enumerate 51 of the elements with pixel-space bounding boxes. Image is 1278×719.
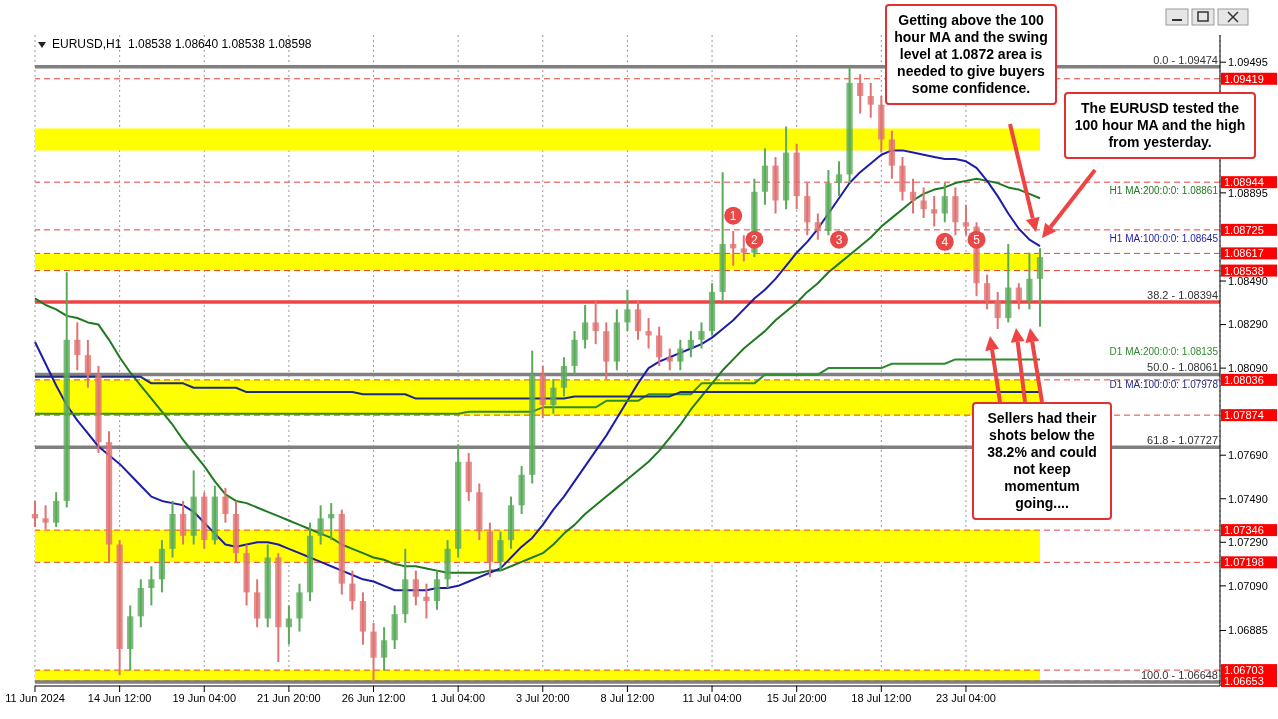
- annotation: Sellers had their shots below the 38.2% and could not keep momentum going....: [972, 402, 1112, 520]
- annotation: 3: [835, 232, 843, 247]
- text: H1 MA:100:0:0: 1.08645: [1109, 233, 1219, 245]
- ref-line-label: 1.06703: [1224, 664, 1264, 677]
- annotation: Getting above the 100 hour MA and the swing level at 1.0872 area is needed to give buyers some confidence.: [885, 4, 1057, 105]
- y-tick-label: 1.08090: [1228, 362, 1268, 375]
- annotation: 0.0 - 1.09474: [1153, 53, 1218, 66]
- y-tick-label: 1.07290: [1228, 536, 1268, 549]
- y-tick-label: 1.08290: [1228, 318, 1268, 331]
- ref-line-label: 1.08725: [1224, 223, 1264, 236]
- y-tick-label: 1.06885: [1228, 624, 1268, 637]
- ref-line-label: 1.08036: [1224, 373, 1264, 386]
- annotation: 50.0 - 1.08061: [1147, 361, 1218, 374]
- chart-title: EURUSD,H1 1.08538 1.08640 1.08538 1.08598: [52, 37, 312, 51]
- text: D1 MA:100:0:0: 1.07978: [1109, 379, 1219, 391]
- y-tick-label: 1.08895: [1228, 186, 1268, 199]
- annotation: 4: [941, 234, 949, 249]
- annotation: 2: [751, 232, 759, 247]
- text: H1 MA:200:0:0: 1.08861: [1109, 185, 1219, 197]
- ref-line-label: 1.07346: [1224, 524, 1264, 537]
- y-tick-label: 1.07090: [1228, 579, 1268, 592]
- ref-line-label: 1.07874: [1224, 409, 1264, 422]
- x-tick-label: 14 Jun 12:00: [87, 691, 152, 704]
- x-tick-label: 15 Jul 20:00: [766, 691, 827, 704]
- annotation: 5: [973, 232, 981, 247]
- x-tick-label: 26 Jun 12:00: [341, 691, 406, 704]
- y-tick-label: 1.08490: [1228, 274, 1268, 287]
- ref-line-label: 1.07198: [1224, 556, 1264, 569]
- ref-line-label: 1.06653: [1224, 674, 1264, 687]
- x-tick-label: 8 Jul 12:00: [600, 691, 655, 704]
- y-tick-label: 1.09495: [1228, 56, 1268, 69]
- x-tick-label: 18 Jul 12:00: [851, 691, 912, 704]
- ref-line-label: 1.08617: [1224, 247, 1264, 260]
- ref-line-label: 1.09419: [1224, 72, 1264, 85]
- annotation: 38.2 - 1.08394: [1147, 288, 1218, 301]
- text: D1 MA:200:0:0: 1.08135: [1109, 346, 1219, 358]
- x-tick-label: 23 Jul 04:00: [935, 691, 996, 704]
- ref-line-label: 1.08944: [1224, 176, 1264, 189]
- annotation: 1: [729, 208, 737, 223]
- x-tick-label: 1 Jul 04:00: [431, 691, 486, 704]
- y-tick-label: 1.07690: [1228, 449, 1268, 462]
- x-tick-label: 11 Jul 04:00: [682, 691, 742, 704]
- x-tick-label: 11 Jun 2024: [5, 691, 65, 704]
- x-tick-label: 3 Jul 20:00: [515, 691, 570, 704]
- y-tick-label: 1.07490: [1228, 492, 1268, 505]
- x-tick-label: 19 Jun 04:00: [172, 691, 237, 704]
- ref-line-label: 1.08538: [1224, 264, 1264, 277]
- text: The EURUSD tested the 100 hour MA and the high from yesterday.: [1064, 92, 1256, 159]
- annotation: 61.8 - 1.07727: [1147, 434, 1218, 447]
- annotation: 100.0 - 1.06648: [1140, 669, 1218, 682]
- x-tick-label: 21 Jun 20:00: [257, 691, 321, 704]
